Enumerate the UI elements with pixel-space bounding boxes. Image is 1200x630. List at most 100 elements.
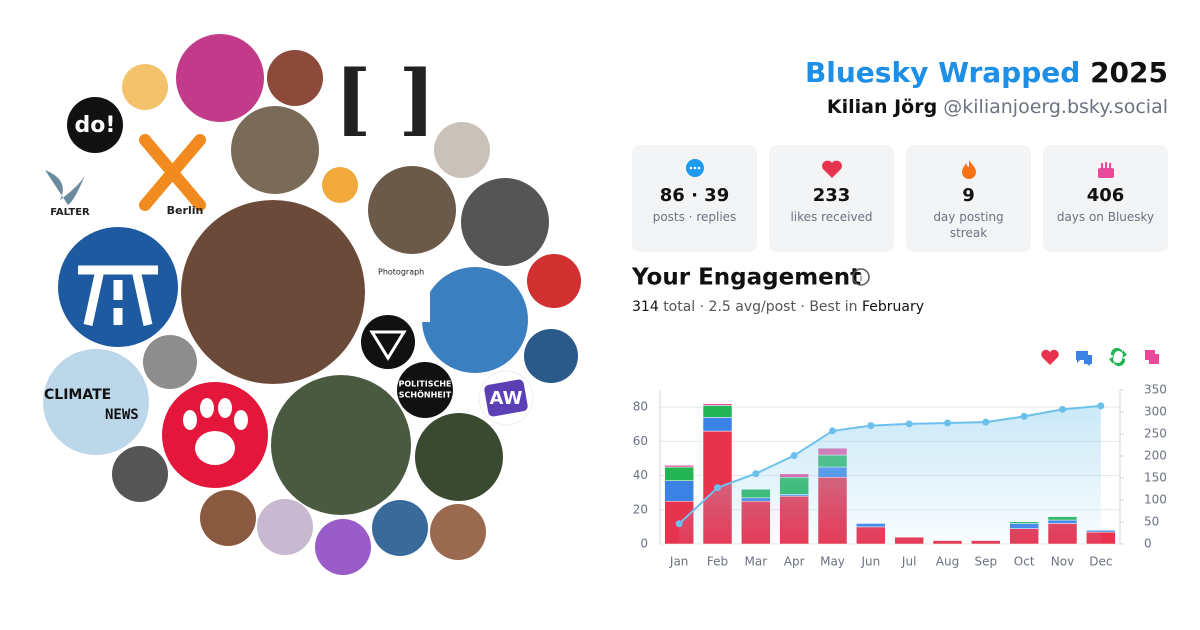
avatar-label: SCHÖNHEIT — [399, 390, 452, 400]
avatar-label: POLITISCHE — [399, 380, 452, 389]
y2-tick-label: 0 — [1144, 537, 1152, 551]
line-point — [675, 520, 683, 528]
avatar — [322, 167, 358, 203]
logo — [183, 410, 197, 430]
avatar — [122, 64, 168, 110]
info-icon: i — [860, 273, 863, 284]
avatar — [112, 446, 168, 502]
logo — [200, 398, 214, 418]
avatar-label: Berlin — [167, 204, 204, 217]
avatar — [67, 97, 123, 153]
avatar — [257, 499, 313, 555]
stat-label: posts · replies — [652, 210, 737, 224]
avatar — [271, 375, 411, 515]
avatar — [397, 362, 453, 418]
logo — [195, 431, 235, 465]
x-tick-label: Apr — [784, 555, 805, 569]
line-point — [829, 427, 836, 435]
line — [678, 404, 1101, 525]
avatar — [267, 50, 323, 106]
line-point — [1059, 405, 1066, 413]
avatar-label: Photograph — [378, 268, 424, 277]
x-tick-label: Jun — [860, 555, 880, 569]
bar-segment — [664, 480, 694, 502]
avatar-label: [ ] — [335, 54, 436, 145]
stat-icon — [1097, 162, 1114, 178]
x-tick-label: May — [820, 555, 845, 569]
stat-value: 233 — [812, 185, 851, 206]
summary-total: 314 — [632, 299, 659, 315]
y2-tick-label: 150 — [1144, 471, 1167, 485]
logo — [369, 330, 407, 361]
avatar-label: CLIMATE — [44, 387, 111, 403]
bar-segment — [702, 405, 733, 418]
section-title: Your Engagement — [631, 265, 861, 291]
line-area — [679, 405, 1101, 544]
stat-card: 9 day posting streak — [906, 145, 1031, 252]
y2-tick-label: 300 — [1144, 405, 1167, 419]
bar-segment — [702, 417, 733, 432]
line-point — [1020, 412, 1028, 420]
y-tick-label: 40 — [633, 468, 648, 482]
avatar — [176, 34, 264, 122]
avatar — [422, 267, 528, 373]
legend-icon — [1041, 349, 1059, 365]
line-point — [752, 470, 760, 478]
avatar — [527, 254, 581, 308]
x-tick-label: Sep — [975, 555, 998, 569]
avatar — [415, 413, 503, 501]
line-point — [790, 452, 798, 460]
y-tick-label: 80 — [633, 400, 648, 414]
avatar-label: NEWS — [105, 407, 139, 423]
x-tick-label: Nov — [1051, 555, 1074, 569]
user-handle: @kilianjoerg.bsky.social — [943, 96, 1168, 118]
avatar — [231, 106, 319, 194]
bar-segment — [664, 465, 694, 468]
avatar-label: FALTER — [50, 207, 90, 218]
avatar-label: do! — [75, 113, 116, 138]
stat-label: likes received — [790, 210, 873, 224]
logo — [218, 398, 232, 418]
y2-tick-label: 50 — [1144, 515, 1159, 529]
summary: 314 total · 2.5 avg/post · Best in Febru… — [632, 299, 924, 315]
avatar-label: AW — [490, 388, 523, 409]
bar-segment — [702, 403, 733, 406]
stat-card: 86 · 39 posts · replies — [632, 145, 757, 252]
x-tick-label: Feb — [707, 555, 728, 569]
y2-tick-label: 100 — [1144, 493, 1167, 507]
line-point — [714, 484, 721, 492]
line-point — [867, 422, 875, 430]
line-point — [982, 418, 990, 426]
user: Kilian Jörg @kilianjoerg.bsky.social — [827, 96, 1168, 118]
avatar — [143, 335, 197, 389]
info-icon[interactable] — [852, 268, 870, 286]
user-name: Kilian Jörg — [826, 96, 938, 118]
collage: do! [ ] Berlin FALTER Photograph CLIMATE… — [43, 34, 581, 575]
summary-text: total · 2.5 avg/post · Best in — [663, 299, 857, 315]
line-point — [944, 419, 951, 427]
stat-icon — [961, 160, 976, 179]
logo — [139, 134, 206, 211]
avatar — [181, 200, 365, 384]
screenshot — [370, 262, 430, 322]
y-tick-label: 20 — [633, 502, 648, 516]
x-tick-label: Dec — [1089, 555, 1112, 569]
x-tick-label: Oct — [1014, 555, 1035, 569]
avatar — [315, 519, 371, 575]
title-text: Bluesky Wrapped — [804, 56, 1081, 89]
stat-icon — [685, 159, 704, 177]
avatar — [461, 178, 549, 266]
logo — [234, 410, 248, 430]
stat-card: 406 days on Bluesky — [1043, 145, 1168, 252]
stat-value: 406 — [1086, 185, 1125, 206]
x-tick-label: Aug — [936, 555, 959, 569]
avatar — [430, 504, 486, 560]
legend-icon — [1109, 347, 1127, 367]
avatar — [434, 122, 490, 178]
avatar — [43, 349, 149, 455]
x-tick-label: Jul — [901, 555, 916, 569]
stat-value: 9 — [962, 185, 975, 206]
x-tick-label: Jan — [669, 555, 689, 569]
